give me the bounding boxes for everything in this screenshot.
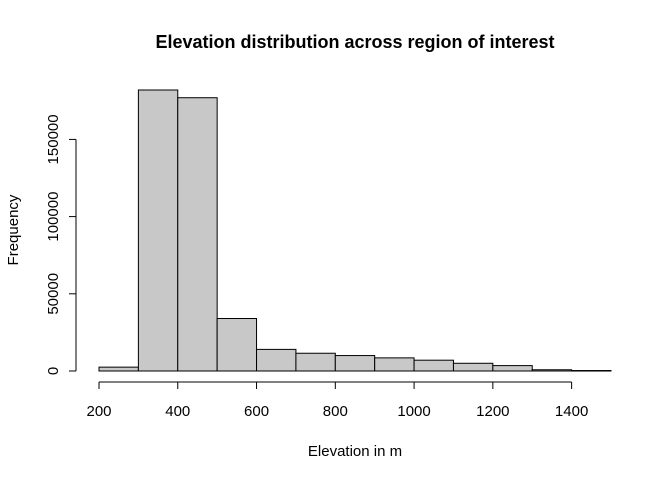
x-axis-label: Elevation in m — [308, 443, 402, 460]
x-tick-label: 1200 — [476, 403, 509, 420]
chart-title: Elevation distribution across region of … — [155, 32, 554, 52]
bars-group — [98, 89, 612, 372]
histogram-bar-600-700 — [256, 348, 297, 372]
y-axis-label: Frequency — [5, 194, 22, 265]
y-tick-label: 0 — [45, 367, 62, 375]
x-tick-label: 1000 — [397, 403, 430, 420]
x-tick-label: 1400 — [555, 403, 588, 420]
histogram-bar-400-500 — [177, 97, 218, 372]
histogram-bar-1000-1100 — [413, 359, 454, 372]
histogram-bar-200-300 — [98, 366, 139, 372]
x-axis: 200 400 600 800 1000 1200 1400 — [86, 381, 588, 420]
y-axis: 0 50000 100000 150000 — [45, 114, 77, 375]
x-tick-label: 200 — [86, 403, 111, 420]
y-tick-label: 50000 — [45, 273, 62, 315]
x-tick-label: 400 — [165, 403, 190, 420]
histogram-bar-1300-1400 — [531, 369, 573, 372]
histogram-bar-800-900 — [334, 355, 376, 372]
histogram-bar-900-1000 — [374, 357, 415, 372]
histogram-bar-1400-1500 — [571, 370, 612, 372]
histogram-bar-700-800 — [295, 352, 336, 372]
histogram-bar-1100-1200 — [452, 362, 494, 372]
x-tick-label: 600 — [244, 403, 269, 420]
x-tick-label: 800 — [323, 403, 348, 420]
y-tick-label: 150000 — [45, 114, 62, 164]
histogram-bar-300-400 — [137, 89, 179, 372]
histogram-bar-500-600 — [216, 318, 258, 372]
y-tick-label: 100000 — [45, 192, 62, 242]
histogram-bar-1200-1300 — [492, 365, 533, 372]
